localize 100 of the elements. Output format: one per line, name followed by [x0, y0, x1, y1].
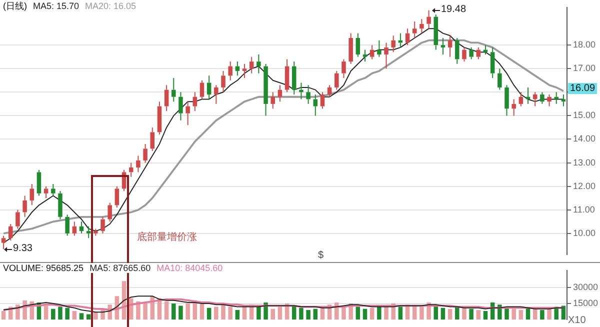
bar — [540, 310, 544, 320]
bar — [469, 308, 474, 320]
y-tick-label: 17.00 — [573, 63, 596, 74]
candlestick — [79, 221, 84, 234]
y-tick-label: 18.00 — [573, 40, 596, 50]
candlestick — [249, 56, 254, 74]
candlestick — [150, 126, 155, 152]
candlestick — [242, 63, 247, 79]
candlestick — [221, 70, 226, 93]
candlestick — [44, 186, 48, 199]
candlestick — [214, 84, 218, 104]
candlestick — [362, 49, 368, 62]
candlestick — [72, 221, 77, 236]
candlestick — [284, 58, 290, 93]
bar — [455, 306, 460, 320]
candlestick — [178, 92, 183, 121]
bar — [483, 311, 488, 320]
bar — [512, 308, 516, 320]
text: MA20: 16.05 — [84, 1, 138, 11]
bar — [278, 306, 282, 320]
bar — [58, 306, 62, 320]
candlestick — [157, 101, 162, 136]
bar — [476, 310, 481, 320]
text: MA5: 87665.60 — [88, 263, 152, 273]
bar — [299, 308, 304, 320]
candlestick — [348, 32, 353, 64]
bar — [313, 308, 318, 320]
bar — [334, 302, 339, 320]
bar — [440, 308, 446, 320]
candlestick — [172, 78, 176, 102]
bar — [356, 306, 360, 320]
candlestick — [22, 195, 27, 218]
candlestick — [114, 186, 120, 208]
candlestick — [278, 84, 282, 102]
y-tick-label: 10.00 — [573, 228, 596, 238]
bar — [362, 308, 368, 320]
candlestick — [94, 228, 98, 236]
bar — [235, 310, 240, 320]
candlestick — [342, 58, 346, 79]
text: 16.09 — [568, 83, 598, 94]
candlestick — [554, 92, 558, 104]
candlestick — [128, 162, 134, 178]
y-tick-label: 30000 — [573, 282, 598, 292]
annotation: 19.48 — [441, 4, 466, 15]
bar — [1, 311, 6, 320]
candlestick — [264, 63, 268, 116]
bar — [172, 304, 176, 320]
candlestick — [370, 44, 374, 60]
bar — [164, 301, 169, 320]
bar — [292, 306, 296, 320]
candlestick — [270, 92, 275, 110]
y-tick-label: 13.00 — [573, 157, 596, 168]
bar — [448, 308, 452, 320]
candlestick — [313, 94, 318, 116]
candlestick — [58, 190, 62, 220]
candlestick — [462, 46, 466, 62]
candlestick — [405, 28, 410, 46]
candlestick — [136, 155, 140, 173]
bar — [206, 308, 212, 320]
y-tick-label: 15000 — [573, 298, 598, 308]
bar — [270, 308, 275, 320]
bar — [186, 304, 190, 320]
candlestick — [532, 92, 538, 107]
candlestick — [412, 21, 417, 39]
candlestick — [186, 101, 190, 126]
text: MA10: 84045.60 — [156, 263, 224, 273]
candlestick — [320, 92, 325, 110]
candlestick — [256, 54, 261, 74]
bar — [518, 310, 524, 320]
bar — [370, 308, 374, 320]
candlestick — [512, 98, 516, 116]
annotation: $ — [318, 250, 324, 261]
candlestick — [306, 84, 310, 104]
annotation: 9.33 — [13, 243, 32, 254]
candlestick — [334, 70, 339, 90]
y-tick-label: 15.00 — [573, 110, 596, 120]
candlestick — [192, 92, 198, 112]
candlestick — [299, 82, 304, 100]
bar — [94, 312, 98, 320]
candlestick — [391, 35, 396, 53]
bar — [256, 306, 261, 320]
bar — [51, 308, 56, 320]
candlestick — [455, 38, 460, 64]
candlestick — [426, 10, 431, 30]
bar — [143, 302, 148, 320]
y-tick-label: 11.00 — [573, 204, 595, 214]
bar — [398, 306, 403, 320]
candlestick — [51, 183, 56, 196]
candlestick — [377, 40, 382, 58]
bar — [377, 306, 382, 320]
bar — [462, 308, 466, 320]
candlestick — [490, 46, 495, 79]
candlestick — [65, 214, 70, 236]
candlestick — [434, 14, 438, 50]
candlestick — [228, 61, 232, 81]
candlestick — [206, 75, 212, 100]
bar — [214, 306, 218, 320]
chart-title: VOLUME: 95685.25 — [2, 263, 85, 273]
candlestick — [540, 92, 544, 104]
candlestick — [143, 143, 148, 164]
